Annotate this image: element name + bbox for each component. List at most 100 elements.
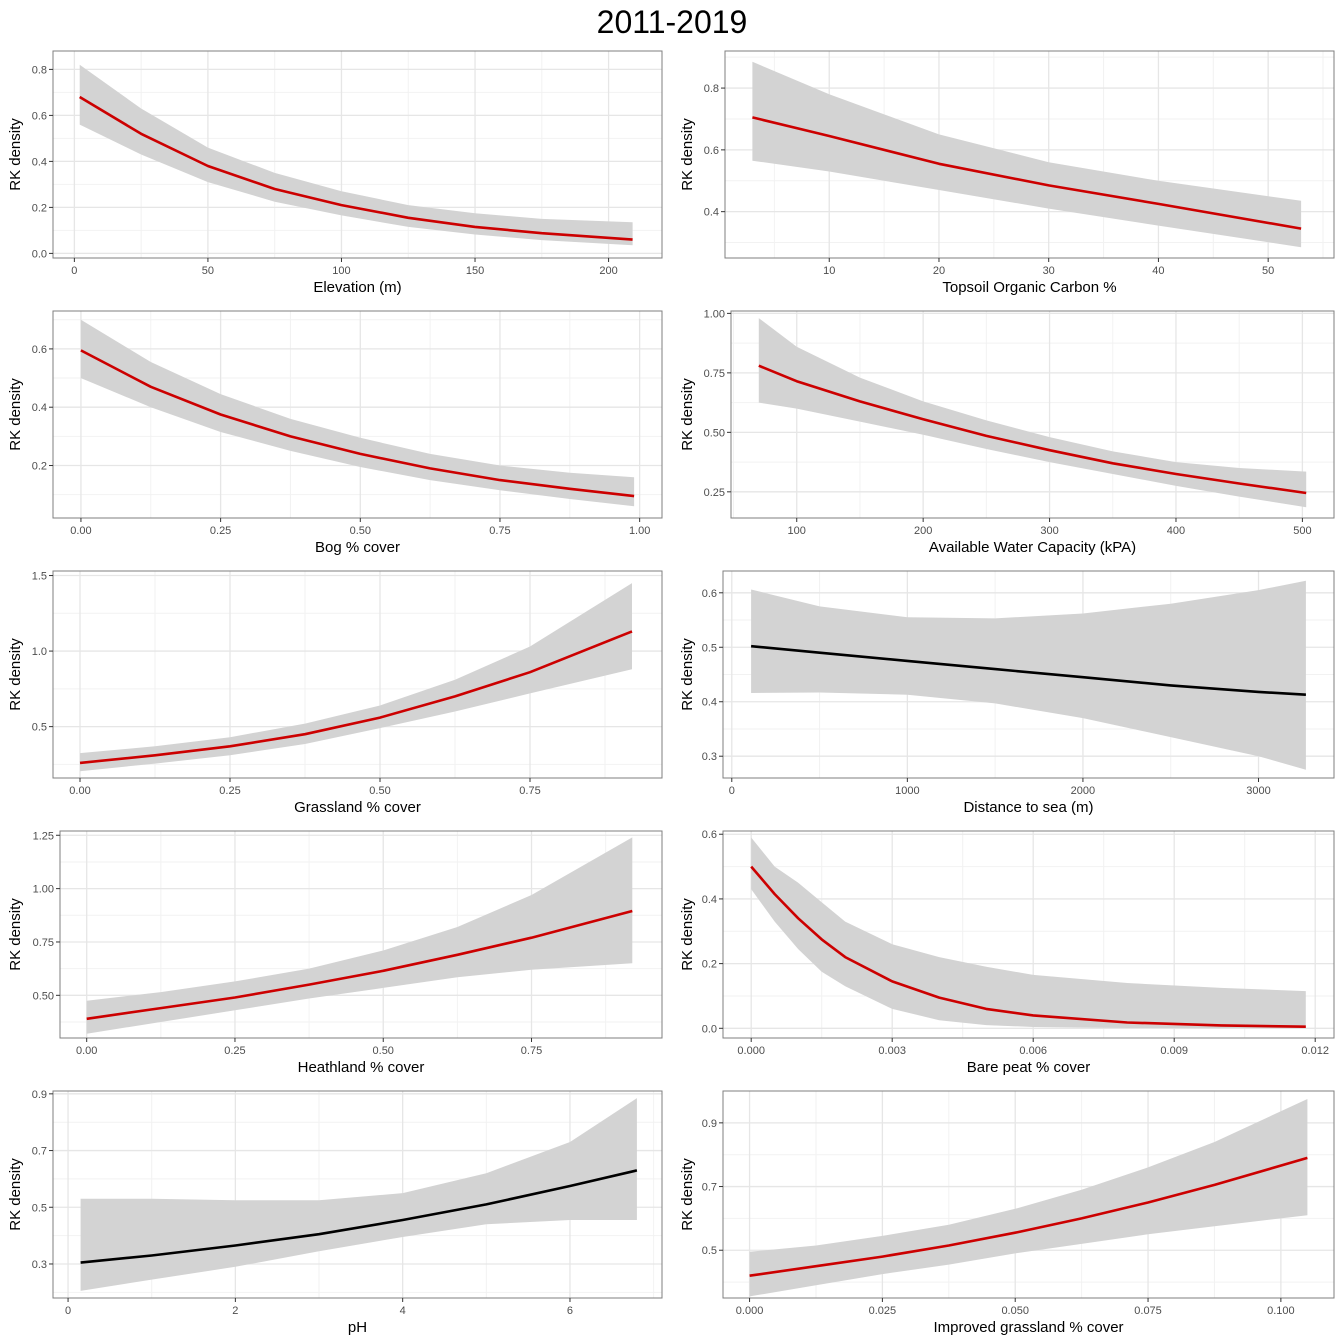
- x-tick-label: 1.00: [629, 525, 650, 537]
- x-tick-label: 50: [202, 265, 214, 277]
- y-tick-label: 0.4: [702, 894, 717, 906]
- fitted-line: [80, 349, 635, 498]
- confidence-ribbon: [752, 61, 1302, 248]
- y-tick-label: 0.4: [704, 207, 719, 219]
- y-axis-label: RK density: [679, 898, 696, 971]
- panel-9: 0 2 4 6 0.3 0.5 0.7 0.9 pH RK density: [7, 1089, 663, 1336]
- x-tick-label: 0.000: [736, 1305, 764, 1317]
- fitted-line: [750, 644, 1306, 696]
- x-tick-label: 0.00: [70, 525, 91, 537]
- y-axis-label: RK density: [7, 378, 24, 451]
- confidence-ribbon: [86, 837, 633, 1034]
- confidence-ribbon: [749, 1099, 1308, 1297]
- y-tick-label: 0.3: [702, 751, 717, 763]
- y-tick-label: 0.6: [704, 145, 719, 157]
- x-tick-label: 0.000: [737, 1045, 765, 1057]
- y-tick-label: 0.6: [32, 344, 47, 356]
- x-tick-label: 0.50: [373, 1045, 394, 1057]
- x-tick-label: 0.75: [519, 785, 540, 797]
- x-tick-label: 200: [914, 525, 932, 537]
- y-tick-label: 0.25: [704, 487, 725, 499]
- x-tick-label: 0.75: [521, 1045, 542, 1057]
- panel-border: [722, 570, 1335, 779]
- y-tick-label: 1.00: [704, 308, 725, 320]
- x-tick-label: 1000: [895, 785, 919, 797]
- panel-4: 100 200 300 400 500 0.25 0.50 0.75 1.00 Available…: [679, 308, 1335, 556]
- y-axis-label: RK density: [7, 1158, 24, 1231]
- x-axis-label: Topsoil Organic Carbon %: [942, 279, 1116, 296]
- x-tick-label: 0.25: [219, 785, 240, 797]
- y-axis-label: RK density: [679, 638, 696, 711]
- confidence-ribbon: [80, 319, 635, 507]
- y-tick-label: 0.5: [702, 642, 717, 654]
- panel-2: 10 20 30 40 50 0.4 0.6 0.8 Topsoil Organic Carbo…: [679, 50, 1335, 296]
- panel-border: [52, 570, 663, 779]
- y-axis-label: RK density: [679, 378, 696, 451]
- x-axis-label: Improved grassland % cover: [933, 1319, 1123, 1336]
- x-tick-label: 6: [567, 1305, 573, 1317]
- y-axis-label: RK density: [679, 1158, 696, 1231]
- y-tick-label: 1.25: [33, 830, 54, 842]
- fitted-line: [749, 1156, 1308, 1277]
- panel-7: 0.00 0.25 0.50 0.75 0.50 0.75 1.00 1.25 Heathlan…: [7, 830, 663, 1076]
- y-tick-label: 0.3: [32, 1259, 47, 1271]
- panel-3: 0.00 0.25 0.50 0.75 1.00 0.2 0.4 0.6 Bog % cover…: [7, 310, 663, 556]
- y-tick-label: 0.7: [32, 1146, 47, 1158]
- x-tick-label: 2000: [1071, 785, 1095, 797]
- y-tick-label: 0.9: [702, 1118, 717, 1130]
- y-tick-label: 0.50: [33, 990, 54, 1002]
- confidence-ribbon: [80, 1098, 637, 1291]
- x-axis-label: Distance to sea (m): [963, 799, 1093, 816]
- y-tick-label: 0.6: [702, 829, 717, 841]
- fitted-line: [80, 1169, 638, 1264]
- y-axis-label: RK density: [7, 898, 24, 971]
- y-tick-label: 0.4: [32, 402, 47, 414]
- fitted-line: [752, 116, 1302, 230]
- x-tick-label: 0.75: [489, 525, 510, 537]
- panel-5: 0.00 0.25 0.50 0.75 0.5 1.0 1.5 Grassland % cov…: [7, 570, 663, 816]
- y-tick-label: 1.0: [32, 646, 47, 658]
- panel-10: 0.000 0.025 0.050 0.075 0.100 0.5 0.7 0.9 Improv…: [679, 1090, 1335, 1336]
- x-tick-label: 2: [232, 1305, 238, 1317]
- x-axis-label: Bog % cover: [315, 539, 400, 556]
- panel-border: [59, 830, 663, 1039]
- x-tick-label: 0.025: [869, 1305, 897, 1317]
- panel-6: 0 1000 2000 3000 0.3 0.4 0.5 0.6 Distance to sea…: [679, 570, 1335, 816]
- x-tick-label: 100: [332, 265, 350, 277]
- x-tick-label: 0.00: [76, 1045, 97, 1057]
- figure-title: 2011-2019: [597, 4, 748, 40]
- x-tick-label: 0.075: [1134, 1305, 1162, 1317]
- x-tick-label: 0.006: [1019, 1045, 1047, 1057]
- x-tick-label: 0.012: [1301, 1045, 1329, 1057]
- panel-border: [730, 310, 1335, 519]
- y-tick-label: 0.2: [32, 202, 47, 214]
- x-tick-label: 0.100: [1267, 1305, 1295, 1317]
- x-tick-label: 0.009: [1160, 1045, 1188, 1057]
- fitted-line: [758, 364, 1307, 495]
- panel-border: [52, 50, 663, 259]
- x-tick-label: 4: [400, 1305, 406, 1317]
- y-tick-label: 0.2: [32, 461, 47, 473]
- x-tick-label: 50: [1262, 265, 1274, 277]
- fitted-line: [79, 95, 633, 241]
- x-tick-label: 0.25: [224, 1045, 245, 1057]
- y-tick-label: 0.5: [32, 1202, 47, 1214]
- panel-border: [52, 1090, 663, 1299]
- x-axis-label: Heathland % cover: [298, 1059, 425, 1076]
- y-tick-label: 0.6: [32, 110, 47, 122]
- panel-border: [722, 830, 1335, 1039]
- y-tick-label: 0.5: [702, 1245, 717, 1257]
- x-tick-label: 300: [1040, 525, 1058, 537]
- y-tick-label: 0.75: [704, 368, 725, 380]
- y-tick-label: 1.5: [32, 571, 47, 583]
- x-tick-label: 0: [71, 265, 77, 277]
- panel-border: [722, 1090, 1335, 1299]
- y-tick-label: 0.2: [702, 959, 717, 971]
- y-tick-label: 0.8: [704, 83, 719, 95]
- y-tick-label: 0.6: [702, 588, 717, 600]
- fitted-line: [79, 630, 633, 765]
- x-tick-label: 0.00: [69, 785, 90, 797]
- x-tick-label: 10: [823, 265, 835, 277]
